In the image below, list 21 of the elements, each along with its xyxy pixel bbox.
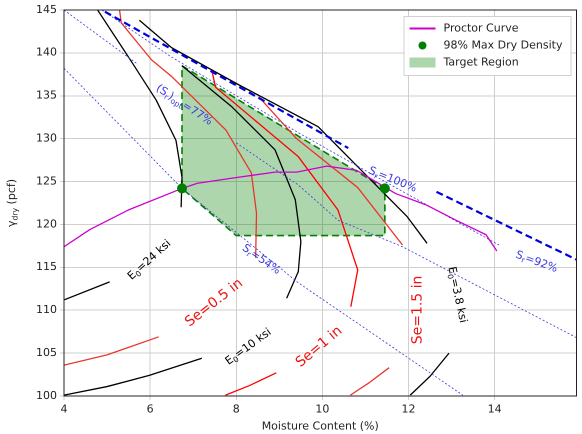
x-tick-label: 14 — [488, 402, 502, 416]
x-tick-label: 10 — [315, 402, 330, 416]
annotation: Se=1.5 in — [409, 276, 426, 344]
y-tick-label: 100 — [36, 388, 57, 402]
y-tick-label: 125 — [36, 174, 57, 188]
x-axis-title: Moisture Content (%) — [262, 419, 379, 432]
y-tick-label: 140 — [36, 46, 57, 59]
y-tick-label: 115 — [36, 260, 57, 274]
legend-label: 98% Max Dry Density — [444, 38, 563, 52]
legend-label: Target Region — [442, 55, 519, 68]
y-tick-label: 135 — [36, 88, 57, 102]
y-tick-label: 110 — [36, 303, 57, 316]
x-tick-label: 6 — [146, 402, 154, 416]
legend-label: Proctor Curve — [444, 21, 519, 34]
x-tick-label: 4 — [60, 402, 68, 416]
y-tick-label: 120 — [36, 217, 57, 230]
y-tick-label: 130 — [36, 132, 57, 145]
y-tick-label: 145 — [36, 2, 57, 16]
y-tick-label: 105 — [36, 346, 57, 359]
x-tick-label: 12 — [402, 402, 416, 416]
x-tick-label: 8 — [232, 402, 240, 416]
